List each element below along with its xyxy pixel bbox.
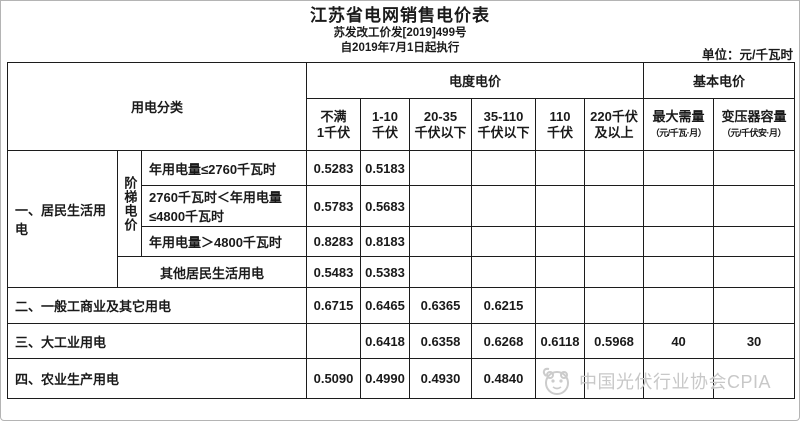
transformer-capacity-label: 变压器容量 [721, 108, 787, 124]
price-cell: 0.4840 [471, 358, 536, 399]
tier1-label: 年用电量≤2760千瓦时 [141, 150, 307, 186]
tier2-label: 2760千瓦时＜年用电量≤4800千瓦时 [141, 185, 307, 227]
voltage-col-header: 1-10 千伏 [360, 98, 410, 151]
price-cell: 40 [643, 323, 715, 359]
category-large-industry: 三、大工业用电 [7, 323, 307, 359]
category-agricultural: 四、农业生产用电 [7, 358, 307, 399]
price-cell [583, 150, 645, 186]
price-cell: 0.4990 [360, 358, 410, 399]
price-cell: 0.5383 [360, 256, 410, 288]
max-demand-label: 最大需量 [652, 108, 705, 124]
price-cell: 0.5683 [360, 185, 410, 227]
voltage-col-header: 不满 1千伏 [306, 98, 361, 151]
tier3-label: 年用电量＞4800千瓦时 [141, 226, 307, 257]
price-cell [471, 226, 536, 257]
price-cell: 0.5090 [306, 358, 361, 399]
document-number: 苏发改工价发[2019]499号 [333, 27, 467, 39]
price-cell [583, 226, 645, 257]
tier-group-label: 阶梯电价 [122, 175, 138, 232]
price-cell [713, 287, 796, 324]
table-row-general-commercial: 二、一般工商业及其它用电 0.6715 0.6465 0.6365 0.6215 [7, 287, 796, 324]
price-cell [471, 256, 536, 288]
price-cell [535, 185, 585, 227]
header-row-groups: 用电分类 电度电价 基本电价 [7, 62, 796, 151]
page-title: 江苏省电网销售电价表 [310, 6, 490, 25]
max-demand-col-header: 最大需量 （元/千瓦·月） [643, 98, 715, 151]
price-cell [583, 358, 645, 399]
price-cell: 0.4930 [409, 358, 472, 399]
price-cell [643, 287, 715, 324]
price-cell [643, 185, 715, 227]
price-cell [306, 323, 361, 359]
price-cell [713, 185, 796, 227]
price-cell [643, 358, 715, 399]
max-demand-unit: （元/千瓦·月） [650, 127, 707, 138]
price-cell [535, 287, 585, 324]
price-cell: 0.8183 [360, 226, 410, 257]
table-row-agricultural: 四、农业生产用电 0.5090 0.4990 0.4930 0.4840 [7, 358, 796, 399]
price-cell: 0.6118 [535, 323, 585, 359]
price-cell [409, 150, 472, 186]
price-cell [713, 358, 796, 399]
price-cell [643, 226, 715, 257]
table-row-residential-other: 其他居民生活用电 0.5483 0.5383 [8, 256, 796, 288]
category-residential: 一、居民生活用电 [7, 150, 118, 288]
table-row-residential-tier3: 年用电量＞4800千瓦时 0.8283 0.8183 [8, 226, 796, 257]
price-cell: 0.6715 [306, 287, 361, 324]
price-cell [643, 150, 715, 186]
price-cell [713, 226, 796, 257]
tier-group-cell: 阶梯电价 [117, 150, 142, 257]
price-cell [643, 256, 715, 288]
table-row-large-industry: 三、大工业用电 0.6418 0.6358 0.6268 0.6118 0.59… [7, 323, 796, 359]
price-cell [471, 185, 536, 227]
price-cell: 0.5783 [306, 185, 361, 227]
price-cell [535, 226, 585, 257]
price-cell [471, 150, 536, 186]
effective-date: 自2019年7月1日起执行 [340, 42, 460, 54]
price-cell: 0.6215 [471, 287, 536, 324]
price-cell: 30 [713, 323, 796, 359]
other-residential-label: 其他居民生活用电 [117, 256, 307, 288]
transformer-capacity-unit: （元/千伏安·月） [722, 127, 787, 138]
price-cell [583, 185, 645, 227]
basic-price-header-cell: 基本电价 [643, 62, 796, 99]
title-block: 江苏省电网销售电价表 苏发改工价发[2019]499号 自2019年7月1日起执… [0, 0, 800, 56]
price-table: 用电分类 电度电价 基本电价 不满 1千伏 1-10 千伏 20-35 千伏以下… [7, 62, 796, 399]
unit-note: 单位：元/千瓦时 [702, 48, 793, 62]
price-cell: 0.6418 [360, 323, 410, 359]
price-cell: 0.5483 [306, 256, 361, 288]
price-cell: 0.6268 [471, 323, 536, 359]
price-cell [535, 358, 585, 399]
price-cell: 0.8283 [306, 226, 361, 257]
category-header-cell: 用电分类 [7, 62, 307, 151]
energy-price-header-cell: 电度电价 [305, 62, 645, 99]
price-cell [409, 226, 472, 257]
price-cell [583, 287, 645, 324]
price-cell [409, 185, 472, 227]
table-row-residential-tier1: 一、居民生活用电 阶梯电价 年用电量≤2760千瓦时 0.5283 0.5183 [7, 150, 796, 288]
price-cell [409, 256, 472, 288]
price-cell [535, 150, 585, 186]
price-cell: 0.6365 [409, 287, 472, 324]
price-cell: 0.5183 [360, 150, 410, 186]
price-cell [583, 256, 645, 288]
price-cell [535, 256, 585, 288]
transformer-capacity-col-header: 变压器容量 （元/千伏安·月） [713, 98, 796, 151]
price-cell: 0.5283 [306, 150, 361, 186]
voltage-col-header: 20-35 千伏以下 [409, 98, 472, 151]
voltage-col-header: 110 千伏 [535, 98, 585, 151]
price-cell [713, 150, 796, 186]
voltage-col-header: 220千伏 及以上 [583, 98, 645, 151]
header-row-columns: 不满 1千伏 1-10 千伏 20-35 千伏以下 35-110 千伏以下 11… [8, 98, 796, 151]
category-general-commercial: 二、一般工商业及其它用电 [7, 287, 307, 324]
price-cell: 0.6465 [360, 287, 410, 324]
price-cell [713, 256, 796, 288]
price-cell: 0.5968 [583, 323, 645, 359]
price-cell: 0.6358 [409, 323, 472, 359]
voltage-col-header: 35-110 千伏以下 [471, 98, 536, 151]
